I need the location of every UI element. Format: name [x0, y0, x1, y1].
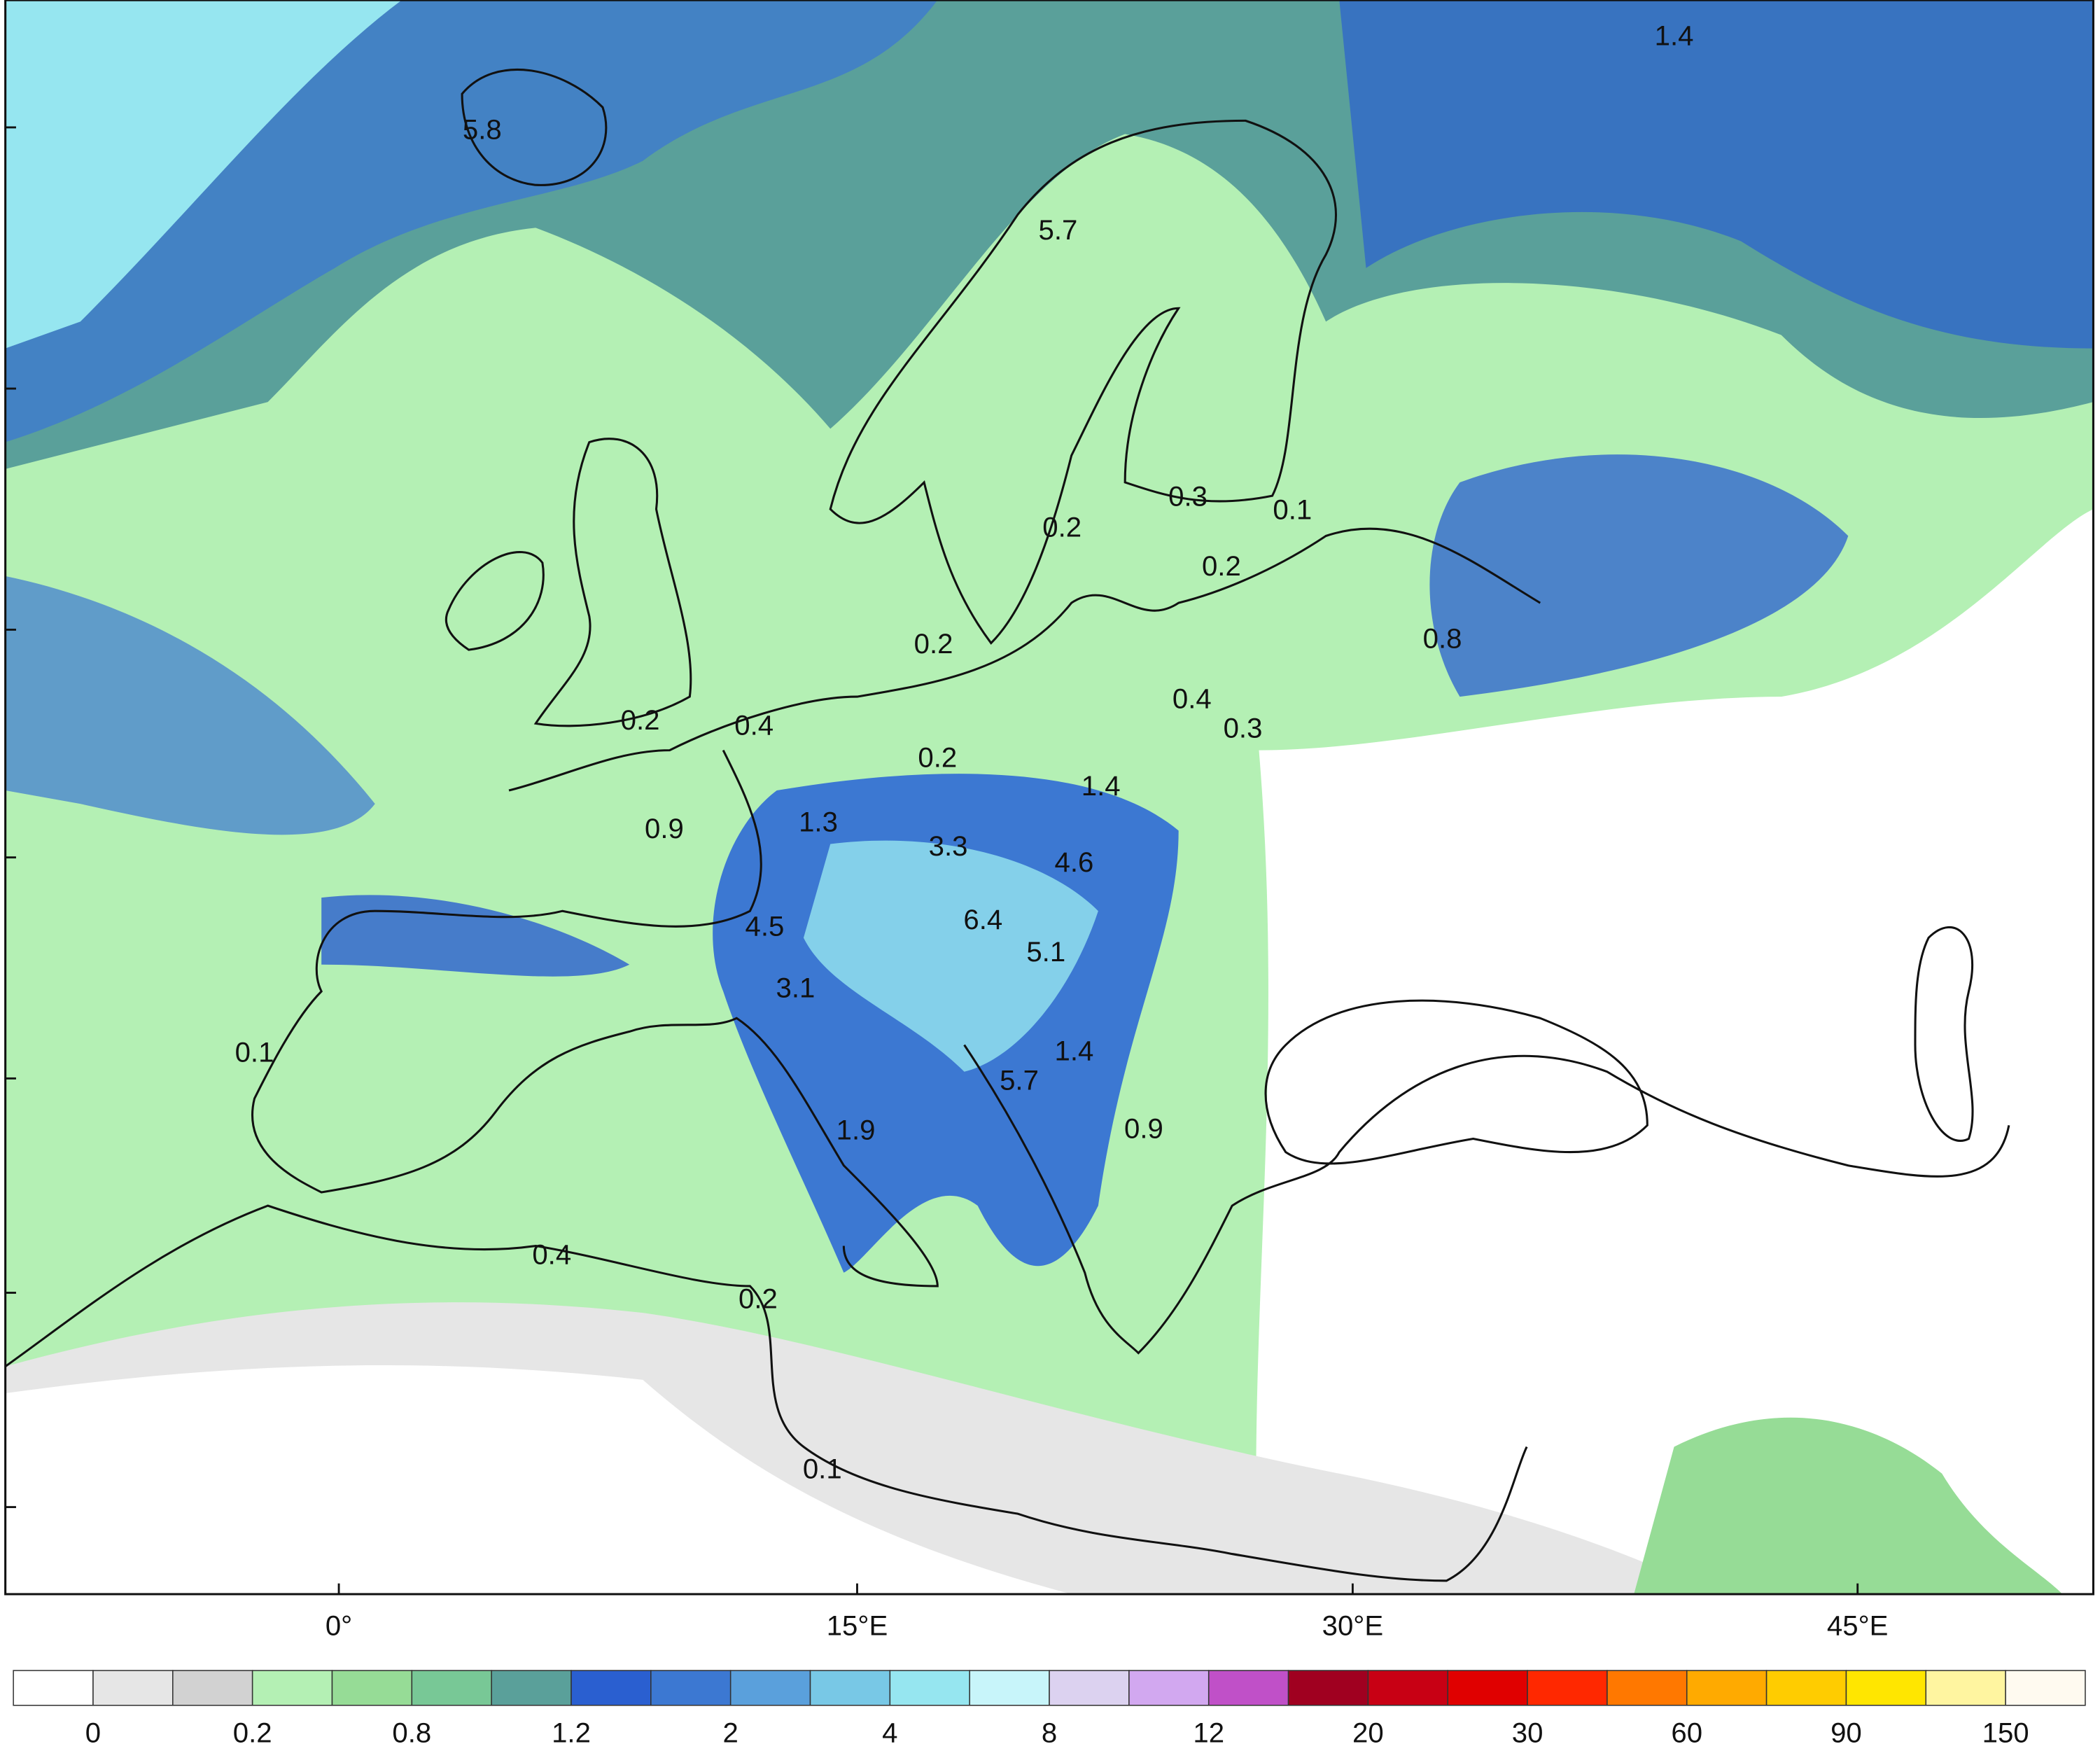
- middle-east-blob: [1634, 1417, 2063, 1594]
- value-label: 3.3: [929, 830, 968, 862]
- colorbar-swatch: [729, 1670, 811, 1706]
- x-tick-label: 30°E: [1322, 1610, 1384, 1641]
- colorbar-label: 8: [1042, 1717, 1057, 1748]
- colorbar-swatch: [969, 1670, 1050, 1706]
- colorbar: 0 0.2 0.8 1.2 2 4 8 12 20 30 60 90 150: [13, 1670, 2086, 1748]
- value-label: 0.3: [1168, 481, 1208, 512]
- value-label: 0.1: [235, 1037, 274, 1068]
- colorbar-label: 60: [1671, 1717, 1702, 1748]
- colorbar-swatch: [1527, 1670, 1608, 1706]
- britain: [533, 438, 692, 727]
- longitude-axis: 0° 15°E 30°E 45°E: [5, 126, 1889, 1641]
- colorbar-label: 0: [85, 1717, 101, 1748]
- value-label: 0.2: [914, 628, 953, 660]
- value-label: 5.7: [1039, 214, 1078, 246]
- value-labels: 1.4 5.8 5.7 0.2 0.3 0.1 0.2 0.8 0.2 0.4 0.3 0.2 0.4 0…: [235, 20, 1694, 1484]
- value-label: 5.7: [1000, 1065, 1039, 1096]
- cyan-band: [5, 0, 402, 349]
- colorbar-label: 1.2: [552, 1717, 591, 1748]
- colorbar-swatch: [92, 1670, 174, 1706]
- value-label: 1.4: [1655, 20, 1694, 51]
- colorbar-swatch: [1128, 1670, 1210, 1706]
- value-label: 1.9: [836, 1114, 876, 1145]
- colorbar-label: 0.2: [233, 1717, 272, 1748]
- colorbar-swatch: [1287, 1670, 1369, 1706]
- colorbar-swatch: [650, 1670, 732, 1706]
- value-label: 0.9: [1124, 1113, 1163, 1145]
- map-frame: [4, 0, 2094, 1596]
- colorbar-label: 4: [882, 1717, 897, 1748]
- west-blob: [5, 575, 375, 835]
- colorbar-swatch: [1049, 1670, 1130, 1706]
- value-label: 4.6: [1055, 846, 1094, 878]
- x-tick-label: 15°E: [827, 1610, 888, 1641]
- map-field: [5, 0, 2094, 1594]
- value-label: 0.1: [803, 1453, 842, 1485]
- value-label: 0.1: [1273, 494, 1312, 526]
- colorbar-label: 30: [1512, 1717, 1544, 1748]
- value-label: 0.2: [738, 1283, 778, 1315]
- colorbar-swatch: [1208, 1670, 1289, 1706]
- africa-dry: [5, 1365, 1072, 1594]
- colorbar-swatch: [251, 1670, 333, 1706]
- value-label: 3.1: [776, 972, 816, 1004]
- value-label: 0.9: [645, 813, 684, 844]
- colorbar-swatch: [889, 1670, 970, 1706]
- colorbar-swatch: [1925, 1670, 2006, 1706]
- value-label: 0.2: [621, 704, 660, 736]
- colorbar-label: 0.8: [392, 1717, 431, 1748]
- continent: [251, 527, 2010, 1355]
- colorbar-swatch: [1606, 1670, 1688, 1706]
- colorbar-swatch: [1765, 1670, 1847, 1706]
- value-label: 4.5: [746, 911, 785, 942]
- value-label: 5.8: [463, 113, 502, 145]
- value-label: 0.4: [1172, 683, 1212, 714]
- coastlines: [4, 68, 2010, 1582]
- value-label: 0.4: [734, 710, 774, 741]
- colorbar-label: 2: [723, 1717, 738, 1748]
- colorbar-swatch: [13, 1670, 94, 1706]
- x-tick-label: 0°: [326, 1610, 352, 1641]
- scandinavia: [829, 119, 1337, 645]
- colorbar-swatch: [809, 1670, 891, 1706]
- colorbar-swatch: [491, 1670, 572, 1706]
- value-label: 0.3: [1224, 713, 1263, 744]
- ireland: [444, 551, 545, 651]
- east-blob: [1429, 454, 1849, 697]
- colorbar-label: 90: [1830, 1717, 1862, 1748]
- north-africa: [4, 1204, 1528, 1582]
- colorbar-label: 20: [1352, 1717, 1384, 1748]
- colorbar-swatch: [1447, 1670, 1528, 1706]
- colorbar-label: 12: [1193, 1717, 1224, 1748]
- value-label: 0.8: [1423, 622, 1462, 654]
- value-label: 1.4: [1082, 770, 1121, 802]
- value-label: 0.2: [1042, 512, 1082, 543]
- value-label: 1.3: [799, 806, 838, 837]
- colorbar-swatch: [331, 1670, 413, 1706]
- iceland: [461, 68, 608, 186]
- value-label: 0.2: [1202, 550, 1241, 582]
- value-label: 0.4: [532, 1239, 571, 1270]
- colorbar-swatch: [1845, 1670, 1927, 1706]
- value-label: 6.4: [963, 904, 1002, 935]
- russia-band: [1339, 0, 2094, 349]
- value-label: 1.4: [1055, 1035, 1094, 1067]
- caspian: [1914, 926, 1974, 1142]
- colorbar-swatch: [411, 1670, 492, 1706]
- biscay-band: [321, 895, 630, 977]
- value-label: 5.1: [1026, 936, 1065, 968]
- east-dry: [1256, 509, 2094, 1594]
- black-sea: [1264, 999, 1648, 1165]
- alpine-core: [803, 840, 1098, 1072]
- x-tick-label: 45°E: [1827, 1610, 1889, 1641]
- colorbar-swatch: [2005, 1670, 2086, 1706]
- colorbar-swatch: [1367, 1670, 1449, 1706]
- colorbar-label: 150: [1982, 1717, 2029, 1748]
- colorbar-swatch: [172, 1670, 253, 1706]
- value-label: 0.2: [918, 742, 957, 774]
- colorbar-swatch: [1686, 1670, 1768, 1706]
- colorbar-swatch: [570, 1670, 652, 1706]
